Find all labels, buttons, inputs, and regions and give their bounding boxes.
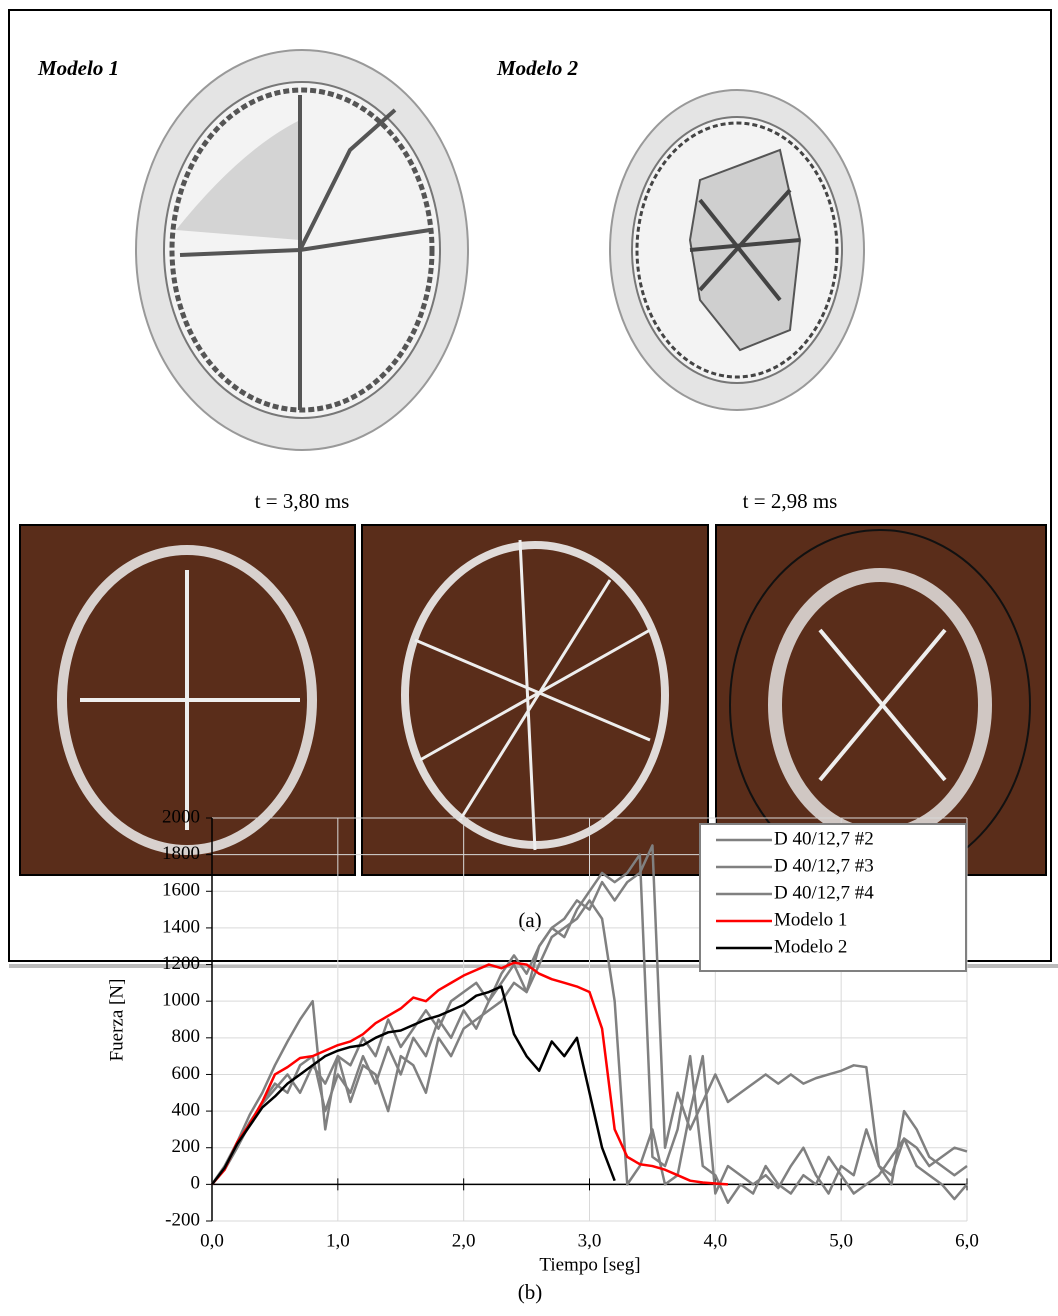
- x-axis-title: Tiempo [seg]: [539, 1254, 640, 1275]
- y-tick-label: 1800: [162, 843, 200, 864]
- y-tick-label: 2000: [162, 806, 200, 827]
- simulation-model-2: [609, 89, 865, 411]
- legend-label: Modelo 2: [774, 936, 847, 957]
- y-tick-label: 400: [172, 1099, 201, 1120]
- legend-box: [699, 823, 967, 972]
- legend-label: D 40/12,7 #2: [774, 828, 874, 849]
- y-axis-title: Fuerza [N]: [106, 979, 127, 1062]
- x-tick-label: 1,0: [326, 1230, 350, 1251]
- x-tick-label: 6,0: [955, 1230, 979, 1251]
- photo-1: [19, 524, 356, 876]
- y-tick-label: 1400: [162, 916, 200, 937]
- legend-label: Modelo 1: [774, 909, 847, 930]
- y-tick-label: 200: [172, 1136, 201, 1157]
- panel-caption: (a): [518, 908, 541, 932]
- time-label: t = 2,98 ms: [743, 489, 838, 513]
- legend-label: D 40/12,7 #4: [774, 882, 874, 903]
- model-label: Modelo 1: [37, 56, 119, 80]
- x-tick-label: 5,0: [829, 1230, 853, 1251]
- x-tick-label: 0,0: [200, 1230, 224, 1251]
- x-tick-label: 3,0: [578, 1230, 602, 1251]
- series-line: [211, 961, 729, 1186]
- y-tick-label: 1600: [162, 880, 200, 901]
- photo-3: [715, 524, 1047, 881]
- time-label: t = 3,80 ms: [255, 489, 350, 513]
- y-tick-label: 1000: [162, 990, 200, 1011]
- y-tick-label: 0: [191, 1173, 201, 1194]
- y-tick-label: 800: [172, 1026, 201, 1047]
- series-line: [211, 899, 968, 1195]
- y-tick-label: -200: [165, 1209, 200, 1230]
- x-tick-label: 2,0: [452, 1230, 476, 1251]
- panel-caption: (b): [518, 1280, 543, 1304]
- legend-label: D 40/12,7 #3: [774, 855, 874, 876]
- photo-2: [361, 524, 709, 876]
- series-line: [211, 853, 968, 1204]
- x-tick-label: 4,0: [703, 1230, 727, 1251]
- y-tick-label: 600: [172, 1063, 201, 1084]
- series-line: [211, 985, 616, 1186]
- simulation-model-1: [135, 49, 469, 451]
- y-tick-label: 1200: [162, 953, 200, 974]
- model-label: Modelo 2: [496, 56, 579, 80]
